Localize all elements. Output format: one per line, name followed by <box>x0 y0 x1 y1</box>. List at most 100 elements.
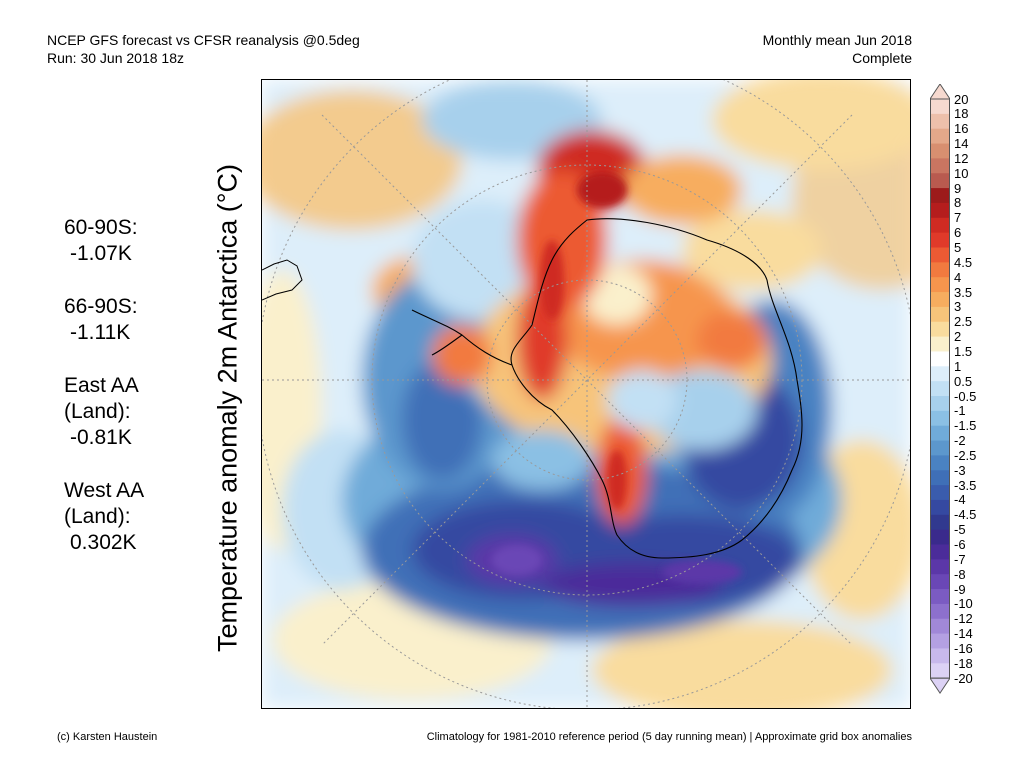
colorbar-segment <box>930 544 950 560</box>
anomaly-field <box>262 80 910 708</box>
colorbar-tick-label: -10 <box>954 596 973 612</box>
colorbar-segment <box>930 217 950 234</box>
colorbar-tick-label: 1 <box>954 358 962 374</box>
colorbar-tick-label: -1 <box>954 403 966 419</box>
colorbar-segment <box>930 113 950 130</box>
colorbar-segment <box>930 663 950 679</box>
colorbar-segment <box>930 292 950 308</box>
y-axis-label: Temperature anomaly 2m Antarctica (°C) <box>212 164 243 652</box>
colorbar-segment <box>930 99 950 115</box>
colorbar-tick-label: 4.5 <box>954 254 973 270</box>
colorbar-segment <box>930 128 950 145</box>
south-america-tip <box>262 259 303 301</box>
stat-value: -1.07K <box>70 242 132 265</box>
stat-value: -1.11K <box>70 321 131 344</box>
title-line-1: NCEP GFS forecast vs CFSR reanalysis @0.… <box>47 32 360 48</box>
colorbar-tick-label: -4.5 <box>954 507 977 523</box>
colorbar-segment <box>930 247 950 263</box>
colorbar-tick-label: -3.5 <box>954 477 977 493</box>
stat-label: 60-90S: <box>64 216 138 239</box>
colorbar-tick-label: -4 <box>954 492 966 508</box>
colorbar-segment <box>930 351 950 367</box>
colorbar-tick-label: -6 <box>954 537 966 552</box>
map-svg <box>262 80 910 708</box>
credit-text: (c) Karsten Haustein <box>57 731 158 743</box>
colorbar-tick-label: -2 <box>954 433 966 449</box>
stat-label: 66-90S: <box>64 295 138 318</box>
colorbar-tick-label: 10 <box>954 165 969 181</box>
colorbar-segment <box>930 410 950 427</box>
colorbar-segment <box>930 574 950 590</box>
colorbar-tick-label: -18 <box>954 655 973 671</box>
colorbar-segment <box>930 455 950 471</box>
colorbar-tick-label: -20 <box>954 670 973 686</box>
colorbar-tick-label: 4 <box>954 269 962 285</box>
colorbar-tick-label: 7 <box>954 210 962 226</box>
colorbar-tick-label: 18 <box>954 106 969 122</box>
colorbar-tick-label: 6 <box>954 225 962 241</box>
colorbar-segment <box>930 470 950 486</box>
stat-east-aa: East AA (Land): -0.81K <box>64 373 144 451</box>
colorbar-segment <box>930 425 950 442</box>
colorbar-tick-label: 1.5 <box>954 343 973 359</box>
peninsula-coastline <box>411 309 513 366</box>
colorbar-segment <box>930 396 950 412</box>
period-line-1: Monthly mean Jun 2018 <box>762 32 912 48</box>
header-left: NCEP GFS forecast vs CFSR reanalysis @0.… <box>47 31 360 67</box>
colorbar-segment <box>930 321 950 338</box>
colorbar-segment <box>930 336 950 352</box>
colorbar-segment <box>930 440 950 456</box>
stats-panel: 60-90S: -1.07K 66-90S: -1.11K East AA (L… <box>64 215 144 583</box>
colorbar-tick-label: 3 <box>954 299 962 315</box>
colorbar-tick-label: 8 <box>954 195 962 211</box>
colorbar-segment <box>930 499 950 516</box>
colorbar-segment <box>930 603 950 620</box>
colorbar-segment <box>930 618 950 635</box>
period-line-2: Complete <box>852 50 912 66</box>
colorbar-segment <box>930 381 950 397</box>
colorbar-segment <box>930 188 950 204</box>
colorbar-tick-label: 16 <box>954 121 969 137</box>
colorbar-tick-label: 2.5 <box>954 314 973 330</box>
colorbar-tick-label: 3.5 <box>954 284 973 300</box>
colorbar-tick-label: -3 <box>954 462 966 478</box>
colorbar-segment <box>930 633 950 649</box>
colorbar-segment <box>930 158 950 174</box>
anomaly-detail <box>492 172 742 584</box>
colorbar-segment <box>930 514 950 531</box>
colorbar-tick-label: -8 <box>954 566 966 582</box>
colorbar-tick-label: 20 <box>954 91 969 107</box>
colorbar-tick-label: 0.5 <box>954 373 973 389</box>
polar-grid <box>262 80 910 708</box>
stat-value: 0.302K <box>70 531 137 554</box>
colorbar-tick-label: 14 <box>954 136 969 152</box>
colorbar-segment <box>930 366 950 382</box>
colorbar-segment <box>930 306 950 323</box>
colorbar-segment <box>930 529 950 545</box>
colorbar-bottom-arrow <box>930 677 950 695</box>
stat-label: East AA (Land): <box>64 374 139 423</box>
anomaly-map <box>261 79 911 709</box>
colorbar-tick-label: -16 <box>954 640 973 656</box>
stat-west-aa: West AA (Land): 0.302K <box>64 478 144 556</box>
colorbar-tick-label: -2.5 <box>954 447 977 463</box>
stat-60-90s: 60-90S: -1.07K <box>64 215 144 267</box>
colorbar-segment <box>930 202 950 219</box>
colorbar-segment <box>930 262 950 278</box>
colorbar-tick-label: -1.5 <box>954 418 977 434</box>
colorbar-tick-label: -12 <box>954 611 973 627</box>
climatology-note: Climatology for 1981-2010 reference peri… <box>426 731 912 743</box>
stat-label: West AA (Land): <box>64 479 145 528</box>
stat-66-90s: 66-90S: -1.11K <box>64 294 144 346</box>
antarctica-coastline <box>510 218 803 559</box>
colorbar-segment <box>930 589 950 605</box>
colorbar-tick-label: -14 <box>954 626 973 642</box>
colorbar-tick-label: -0.5 <box>954 388 977 404</box>
colorbar-tick-label: 12 <box>954 150 969 166</box>
title-line-2: Run: 30 Jun 2018 18z <box>47 50 184 66</box>
colorbar-segment <box>930 277 950 293</box>
colorbar-segment <box>930 559 950 575</box>
colorbar-outline <box>930 98 950 679</box>
colorbar-tick-label: 2 <box>954 329 962 345</box>
colorbar-tick-label: -5 <box>954 522 966 538</box>
